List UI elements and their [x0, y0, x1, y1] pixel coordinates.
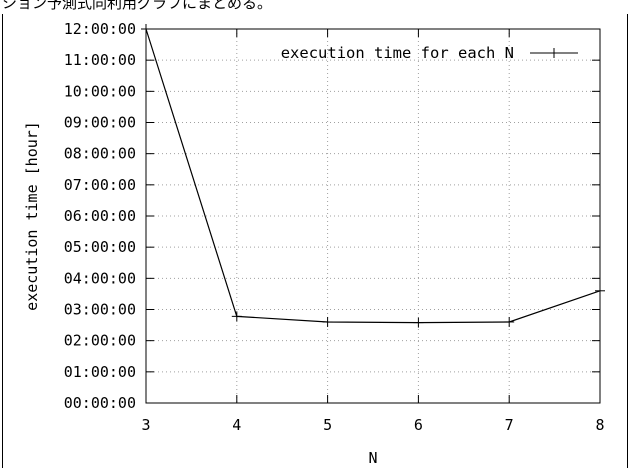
y-tick-label: 06:00:00: [64, 207, 136, 225]
y-tick-label: 11:00:00: [64, 51, 136, 69]
y-tick-labels: 00:00:00 01:00:00 02:00:00 03:00:00 04:00:00…: [64, 20, 136, 412]
y-tick-label: 12:00:00: [64, 20, 136, 38]
y-tick-label: 09:00:00: [64, 114, 136, 132]
x-tick-label: 5: [323, 416, 332, 434]
data-point: [231, 311, 242, 322]
data-point: [141, 24, 151, 34]
x-tick-label: 3: [141, 416, 150, 434]
legend-entry-label: execution time for each N: [281, 44, 514, 62]
data-point: [504, 316, 515, 327]
legend: execution time for each N: [281, 44, 578, 62]
x-tick-label: 6: [414, 416, 423, 434]
y-axis-label: execution time [hour]: [23, 121, 41, 311]
series-line: [145, 28, 601, 324]
x-tick-labels: 3 4 5 6 7 8: [141, 416, 604, 434]
grid: [146, 29, 600, 403]
x-tick-label: 7: [505, 416, 514, 434]
data-point: [322, 316, 333, 327]
y-tick-label: 02:00:00: [64, 332, 136, 350]
y-tick-label: 03:00:00: [64, 301, 136, 319]
y-tick-label: 10:00:00: [64, 82, 136, 100]
y-tick-label: 05:00:00: [64, 238, 136, 256]
series-layer: [141, 24, 605, 328]
plot-area-frame: [145, 28, 601, 404]
data-point: [413, 317, 424, 328]
x-axis-label: N: [368, 449, 377, 467]
x-tick-label: 8: [595, 416, 604, 434]
y-tick-label: 08:00:00: [64, 145, 136, 163]
y-tick-label: 01:00:00: [64, 363, 136, 381]
y-tick-label: 00:00:00: [64, 394, 136, 412]
y-tick-label: 04:00:00: [64, 269, 136, 287]
data-point: [595, 285, 605, 296]
y-tick-label: 07:00:00: [64, 176, 136, 194]
x-tick-label: 4: [232, 416, 241, 434]
header-text-fragment: ション予測式同利用グラフにまとめる。: [2, 0, 272, 12]
